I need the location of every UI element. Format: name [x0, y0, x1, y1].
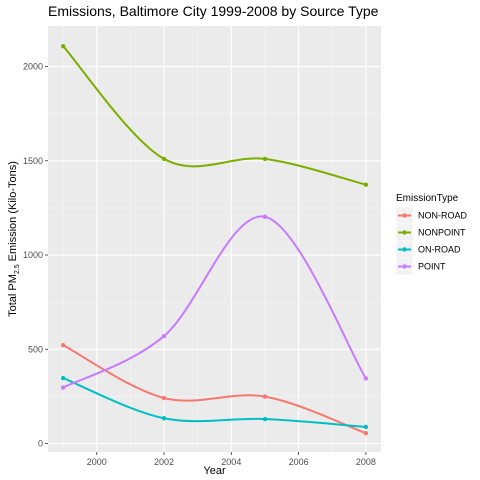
y-axis-title: Total PM2.5 Emission (Kilo-Tons) [7, 161, 21, 317]
x-tick-label: 2004 [221, 457, 241, 467]
x-tick-label: 2008 [356, 457, 376, 467]
data-point-on-road [60, 375, 66, 381]
series-line-on-road [62, 377, 366, 428]
data-point-point [363, 376, 369, 381]
x-tick-label: 2006 [289, 457, 309, 467]
minor-gridlines [48, 26, 381, 452]
y-tick-label: 0 [38, 439, 43, 449]
y-axis-title-subscript: 2.5 [14, 264, 21, 274]
data-point-nonpoint [60, 43, 66, 49]
data-point-non-road [363, 430, 369, 436]
data-point-on-road [161, 416, 167, 421]
x-tick-label: 2000 [87, 457, 107, 467]
data-point-on-road [262, 416, 268, 422]
data-point-non-road [60, 342, 66, 348]
y-axis-title-rest: Emission (Kilo-Tons) [7, 161, 19, 264]
data-point-nonpoint [363, 182, 369, 187]
data-point-non-road [161, 395, 167, 401]
chart-title: Emissions, Baltimore City 1999-2008 by S… [48, 3, 379, 19]
y-tick-label: 1000 [23, 250, 43, 260]
data-point-point [60, 385, 66, 390]
series-line-point [62, 215, 367, 389]
legend-key-point-nonpoint [402, 230, 407, 235]
legend-label-nonpoint: NONPOINT [418, 228, 466, 238]
x-axis: 2000 2002 2004 2006 2008 [87, 452, 376, 467]
data-point-nonpoint [161, 156, 167, 162]
x-axis-title: Year [203, 465, 226, 477]
series-line-nonpoint [62, 45, 367, 186]
y-axis: 0 500 1000 1500 2000 [23, 62, 48, 449]
legend-label-point: POINT [418, 262, 446, 272]
y-tick-label: 2000 [23, 62, 43, 72]
data-point-point [262, 214, 268, 219]
data-point-on-road [363, 424, 369, 430]
legend-key-point-point [402, 264, 407, 269]
legend-key-point-non-road [402, 213, 407, 218]
major-gridlines [48, 26, 381, 452]
series-points [60, 43, 369, 436]
data-point-non-road [262, 394, 268, 399]
legend-items: NON-ROAD NONPOINT ON-ROAD POINT [395, 206, 467, 276]
data-point-point [161, 333, 167, 339]
series-line-non-road [62, 344, 367, 435]
y-tick-label: 500 [28, 344, 43, 354]
legend-title: EmissionType [396, 193, 459, 204]
legend-label-on-road: ON-ROAD [418, 245, 461, 255]
x-tick-label: 2002 [154, 457, 174, 467]
series-lines [62, 45, 367, 435]
legend: EmissionType NON-ROAD NONPOINT ON-ROAD POIN… [395, 193, 467, 276]
y-axis-title-main: Total PM [7, 274, 19, 317]
legend-key-point-on-road [402, 247, 407, 252]
legend-label-non-road: NON-ROAD [418, 211, 467, 221]
data-point-nonpoint [262, 156, 268, 162]
y-tick-label: 1500 [23, 156, 43, 166]
